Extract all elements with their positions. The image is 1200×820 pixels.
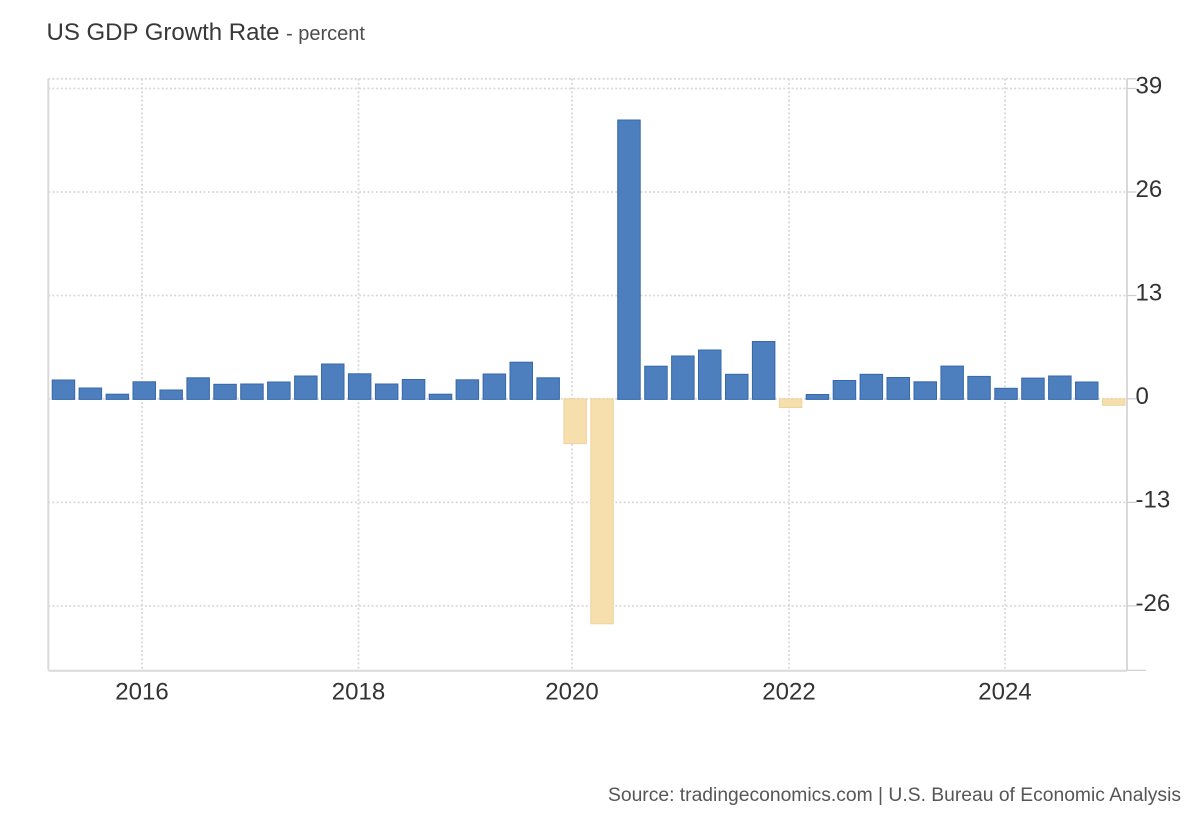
svg-text:2016: 2016: [115, 679, 168, 706]
svg-text:- percent: - percent: [286, 23, 365, 45]
svg-text:0: 0: [1136, 383, 1149, 410]
svg-text:2020: 2020: [545, 679, 598, 706]
svg-text:-26: -26: [1136, 590, 1171, 617]
svg-text:2024: 2024: [978, 679, 1031, 706]
svg-text:13: 13: [1136, 280, 1163, 307]
svg-text:39: 39: [1136, 73, 1163, 100]
svg-text:Source: tradingeconomics.com |: Source: tradingeconomics.com | U.S. Bure…: [608, 785, 1181, 806]
svg-text:2022: 2022: [762, 679, 815, 706]
svg-text:US GDP Growth Rate: US GDP Growth Rate: [47, 19, 280, 46]
svg-text:2018: 2018: [332, 679, 385, 706]
svg-text:26: 26: [1136, 176, 1163, 203]
svg-text:-13: -13: [1136, 486, 1171, 513]
